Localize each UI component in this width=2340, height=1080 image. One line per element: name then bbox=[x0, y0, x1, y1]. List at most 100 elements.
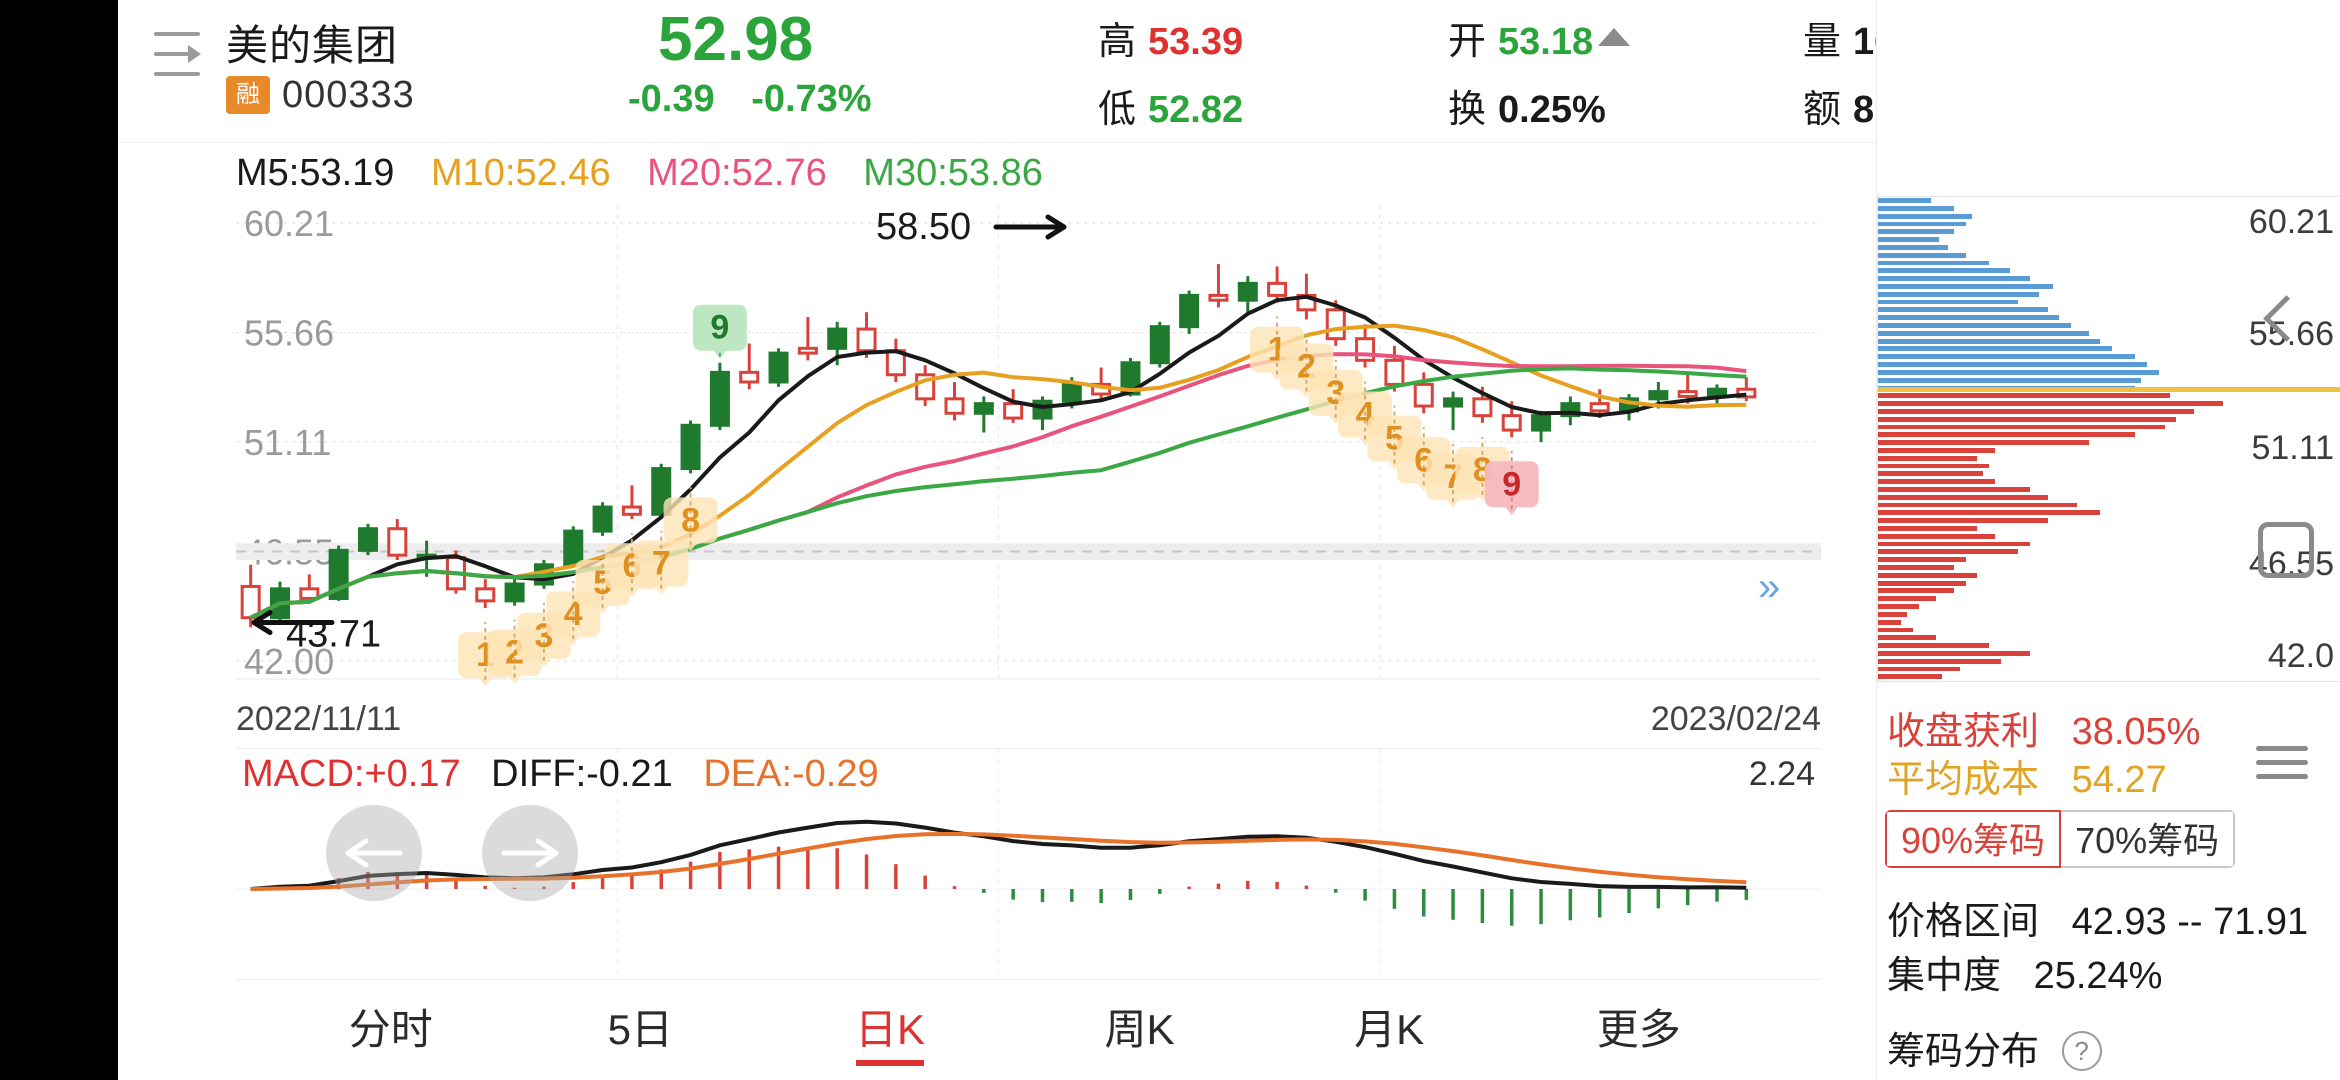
chip-bar-below bbox=[1878, 604, 1919, 609]
chip-bar-below bbox=[1878, 666, 1960, 672]
tab-2[interactable]: 日K bbox=[765, 996, 1015, 1066]
change-pct: -0.73% bbox=[751, 78, 872, 120]
average-cost-line bbox=[1878, 387, 2340, 393]
tab-label: 周K bbox=[1104, 1006, 1175, 1053]
concentration-row: 集中度 25.24% bbox=[1887, 944, 2162, 997]
high-row: 高 53.39 bbox=[1098, 10, 1243, 65]
question-mark-icon[interactable]: ? bbox=[2061, 1031, 2102, 1071]
chip-bar-below bbox=[1878, 494, 2048, 500]
chip-bar-below bbox=[1878, 635, 1937, 641]
tab-4[interactable]: 月K bbox=[1264, 996, 1514, 1057]
open-turnover-block: 开 53.18 换 0.25% bbox=[1428, 0, 1708, 142]
chip-stats: 收盘获利 38.05% 平均成本 54.27 bbox=[1887, 700, 2337, 801]
macd-value: MACD:+0.17 bbox=[242, 753, 461, 795]
tab-0[interactable]: 分时 bbox=[266, 996, 516, 1057]
chip-bar-above bbox=[1878, 237, 1940, 243]
open-row: 开 53.18 bbox=[1448, 10, 1593, 65]
tab-label: 日K bbox=[854, 1006, 925, 1053]
chip-bar-below bbox=[1878, 424, 2165, 430]
chip-bar-below bbox=[1878, 440, 2089, 445]
left-bezel bbox=[0, 0, 118, 1080]
arrow-left-icon[interactable] bbox=[326, 805, 422, 901]
chip-bar-above bbox=[1878, 276, 2031, 282]
chip-footer[interactable]: 筹码分布 ? bbox=[1887, 1020, 2102, 1075]
dea-value: DEA:-0.29 bbox=[703, 753, 879, 795]
chip-bar-below bbox=[1878, 526, 1978, 531]
chip-bar-below bbox=[1878, 393, 2171, 399]
svg-text:42.00: 42.00 bbox=[244, 641, 334, 682]
tab-active-underline bbox=[855, 1060, 924, 1066]
date-end: 2023/02/24 bbox=[1650, 700, 1821, 738]
profit-value: 38.05% bbox=[2071, 711, 2201, 753]
chip-bar-above bbox=[1878, 330, 2089, 336]
candlestick-svg: 60.2155.6651.1146.5542.00123456789123456… bbox=[236, 205, 1821, 687]
toggle-90-button[interactable]: 90%筹码 bbox=[1885, 810, 2062, 868]
period-tabbar: 分时 5日 日K 周K 月K 更多 bbox=[236, 990, 1821, 1080]
chip-bar-above bbox=[1878, 315, 2060, 321]
arrow-right-icon[interactable] bbox=[482, 805, 578, 901]
candlestick-chart[interactable]: 60.2155.6651.1146.5542.00123456789123456… bbox=[236, 205, 1821, 695]
chip-bar-below bbox=[1878, 401, 2223, 406]
chip-bar-above bbox=[1878, 252, 1966, 258]
chip-bar-below bbox=[1878, 510, 2101, 516]
stock-code: 000333 bbox=[282, 74, 415, 116]
chip-axis-label: 60.21 bbox=[2248, 203, 2334, 241]
profit-label: 收盘获利 bbox=[1887, 711, 2040, 753]
chip-bar-below bbox=[1878, 533, 1995, 539]
change-row: -0.39 -0.73% bbox=[628, 78, 898, 121]
menu-arrow-icon[interactable] bbox=[154, 28, 206, 84]
chip-bar-above bbox=[1878, 338, 2101, 344]
chip-bar-below bbox=[1878, 518, 2048, 524]
home-square-icon[interactable] bbox=[2258, 522, 2314, 578]
chip-bar-below bbox=[1878, 674, 1943, 680]
price-range-label: 价格区间 bbox=[1887, 901, 2040, 943]
arrow-right-glyph bbox=[501, 838, 559, 868]
svg-text:51.11: 51.11 bbox=[244, 422, 331, 463]
chip-bar-above bbox=[1878, 369, 2159, 375]
chip-bar-above bbox=[1878, 221, 1966, 227]
open-label: 开 bbox=[1448, 21, 1487, 63]
caret-up-icon[interactable] bbox=[1598, 28, 1630, 46]
chip-bar-above bbox=[1878, 362, 2147, 367]
chip-bar-above bbox=[1878, 284, 2054, 289]
ma10-legend: M10:52.46 bbox=[431, 152, 611, 194]
back-chevron-icon[interactable] bbox=[2260, 300, 2300, 340]
chip-bar-above bbox=[1878, 268, 2010, 274]
app-stage: 美的集团 融 000333 52.98 -0.39 -0.73% 高 53.39 … bbox=[118, 0, 2340, 1080]
double-chevron-right-icon[interactable]: » bbox=[1758, 565, 1781, 609]
chip-bar-below bbox=[1878, 596, 1937, 602]
macd-panel[interactable]: MACD:+0.17 DIFF:-0.21 DEA:-0.29 2.24 bbox=[236, 748, 1821, 980]
tab-1[interactable]: 5日 bbox=[516, 996, 766, 1057]
margin-badge: 融 bbox=[226, 76, 270, 114]
chip-histogram[interactable]: 60.21 55.66 51.11 46.55 42.0 bbox=[1877, 196, 2340, 682]
chip-bar-below bbox=[1878, 432, 2136, 438]
date-start: 2022/11/11 bbox=[236, 700, 402, 738]
open-value: 53.18 bbox=[1498, 21, 1594, 63]
low-value: 52.82 bbox=[1148, 89, 1244, 131]
macd-legend: MACD:+0.17 DIFF:-0.21 DEA:-0.29 bbox=[242, 753, 899, 796]
diff-value: DIFF:-0.21 bbox=[491, 753, 673, 795]
svg-text:9: 9 bbox=[1502, 465, 1521, 503]
chip-bar-above bbox=[1878, 291, 2039, 297]
volume-label: 量 bbox=[1803, 21, 1842, 63]
avgcost-label: 平均成本 bbox=[1887, 759, 2040, 801]
recents-lines-icon[interactable] bbox=[2256, 746, 2308, 786]
avgcost-row: 平均成本 54.27 bbox=[1887, 748, 2337, 801]
tab-3[interactable]: 周K bbox=[1015, 996, 1265, 1057]
macd-scale: 2.24 bbox=[1748, 755, 1815, 793]
arrow-left-glyph bbox=[345, 838, 403, 868]
tab-5[interactable]: 更多 bbox=[1514, 996, 1764, 1057]
tab-label: 5日 bbox=[607, 1006, 674, 1053]
chip-bar-below bbox=[1878, 408, 2194, 414]
stock-identity: 美的集团 融 000333 bbox=[154, 0, 504, 142]
ma30-legend: M30:53.86 bbox=[863, 152, 1043, 194]
svg-text:9: 9 bbox=[710, 309, 729, 347]
toggle-70-button[interactable]: 70%筹码 bbox=[2061, 810, 2236, 868]
chip-bar-below bbox=[1878, 643, 1990, 648]
chip-bar-below bbox=[1878, 471, 1984, 477]
chip-bar-above bbox=[1878, 307, 2048, 313]
chip-bar-below bbox=[1878, 479, 1995, 485]
chip-bar-below bbox=[1878, 627, 1914, 633]
svg-text:7: 7 bbox=[652, 545, 671, 583]
